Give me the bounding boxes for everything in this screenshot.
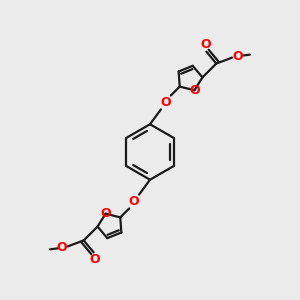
Text: O: O — [200, 38, 211, 51]
Text: O: O — [160, 96, 171, 109]
Text: O: O — [100, 207, 111, 220]
Text: O: O — [89, 253, 100, 266]
Text: O: O — [189, 84, 200, 97]
Text: O: O — [57, 241, 67, 254]
Text: O: O — [129, 195, 140, 208]
Text: O: O — [233, 50, 243, 63]
